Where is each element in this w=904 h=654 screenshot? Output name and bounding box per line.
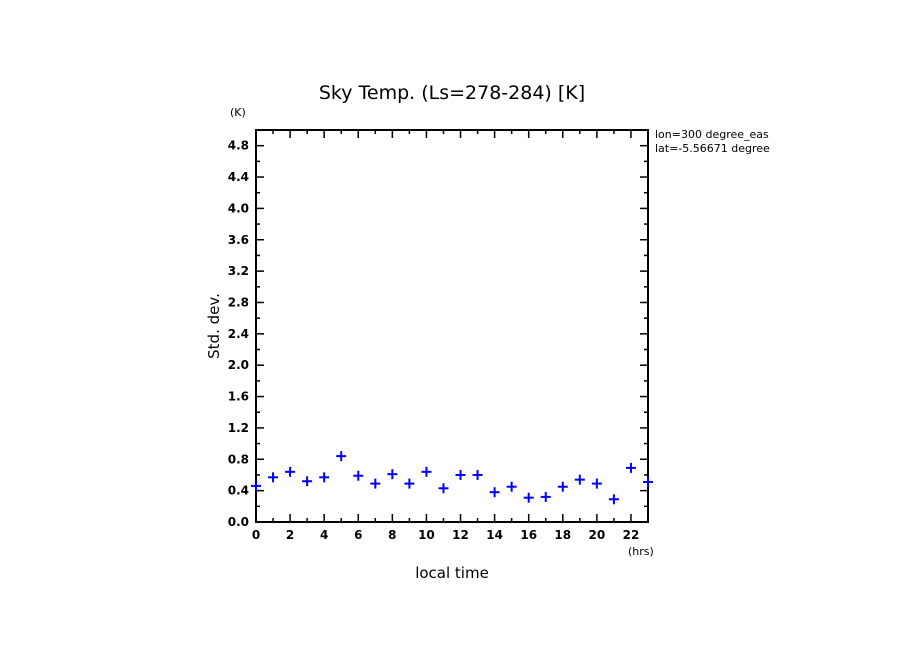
y-axis-label: Std. dev. bbox=[205, 293, 223, 359]
data-point bbox=[387, 469, 398, 480]
data-point bbox=[336, 451, 347, 462]
x-unit-label: (hrs) bbox=[628, 545, 654, 558]
y-tick-label: 2.8 bbox=[228, 295, 249, 309]
data-point bbox=[643, 477, 653, 488]
data-point bbox=[608, 494, 619, 505]
x-tick-label: 18 bbox=[554, 528, 571, 542]
x-tick-label: 22 bbox=[623, 528, 640, 542]
data-point bbox=[574, 474, 585, 485]
data-point bbox=[353, 470, 364, 481]
x-tick-label: 16 bbox=[520, 528, 537, 542]
data-point bbox=[319, 472, 330, 483]
y-tick-label: 3.6 bbox=[228, 233, 249, 247]
y-tick-label: 0.8 bbox=[228, 452, 249, 466]
x-tick-label: 4 bbox=[320, 528, 328, 542]
x-tick-label: 20 bbox=[589, 528, 606, 542]
y-tick-label: 4.8 bbox=[228, 139, 249, 153]
y-tick-label: 2.4 bbox=[228, 327, 249, 341]
data-point bbox=[557, 481, 568, 492]
data-point bbox=[285, 466, 296, 477]
chart-title: Sky Temp. (Ls=278-284) [K] bbox=[319, 82, 585, 104]
data-point bbox=[268, 472, 279, 483]
y-tick-label: 1.2 bbox=[228, 421, 249, 435]
data-point bbox=[506, 481, 517, 492]
y-unit-label: (K) bbox=[230, 106, 246, 119]
y-tick-label: 0.0 bbox=[228, 515, 249, 529]
x-tick-label: 2 bbox=[286, 528, 294, 542]
data-point bbox=[489, 487, 500, 498]
x-tick-label: 0 bbox=[252, 528, 260, 542]
data-point bbox=[625, 462, 636, 473]
y-tick-label: 0.4 bbox=[228, 484, 249, 498]
data-point bbox=[472, 469, 483, 480]
annotation-lat: lat=-5.56671 degree bbox=[655, 142, 770, 155]
x-tick-label: 6 bbox=[354, 528, 362, 542]
y-tick-label: 1.6 bbox=[228, 390, 249, 404]
data-point bbox=[523, 492, 534, 503]
data-point bbox=[370, 478, 381, 489]
data-point bbox=[404, 478, 415, 489]
y-tick-label: 4.0 bbox=[228, 201, 249, 215]
data-point bbox=[302, 476, 313, 487]
x-tick-label: 14 bbox=[486, 528, 503, 542]
annotation-lon: lon=300 degree_eas bbox=[655, 128, 769, 141]
data-point bbox=[455, 469, 466, 480]
data-point bbox=[251, 480, 261, 491]
data-point bbox=[421, 466, 432, 477]
y-tick-label: 4.4 bbox=[228, 170, 249, 184]
plot-frame bbox=[255, 129, 649, 523]
y-tick-label: 3.2 bbox=[228, 264, 249, 278]
data-point bbox=[540, 491, 551, 502]
x-tick-label: 10 bbox=[418, 528, 435, 542]
y-tick-label: 2.0 bbox=[228, 358, 249, 372]
x-tick-label: 12 bbox=[452, 528, 469, 542]
x-tick-label: 8 bbox=[388, 528, 396, 542]
x-axis-label: local time bbox=[415, 564, 489, 582]
data-point bbox=[438, 483, 449, 494]
data-point bbox=[591, 478, 602, 489]
